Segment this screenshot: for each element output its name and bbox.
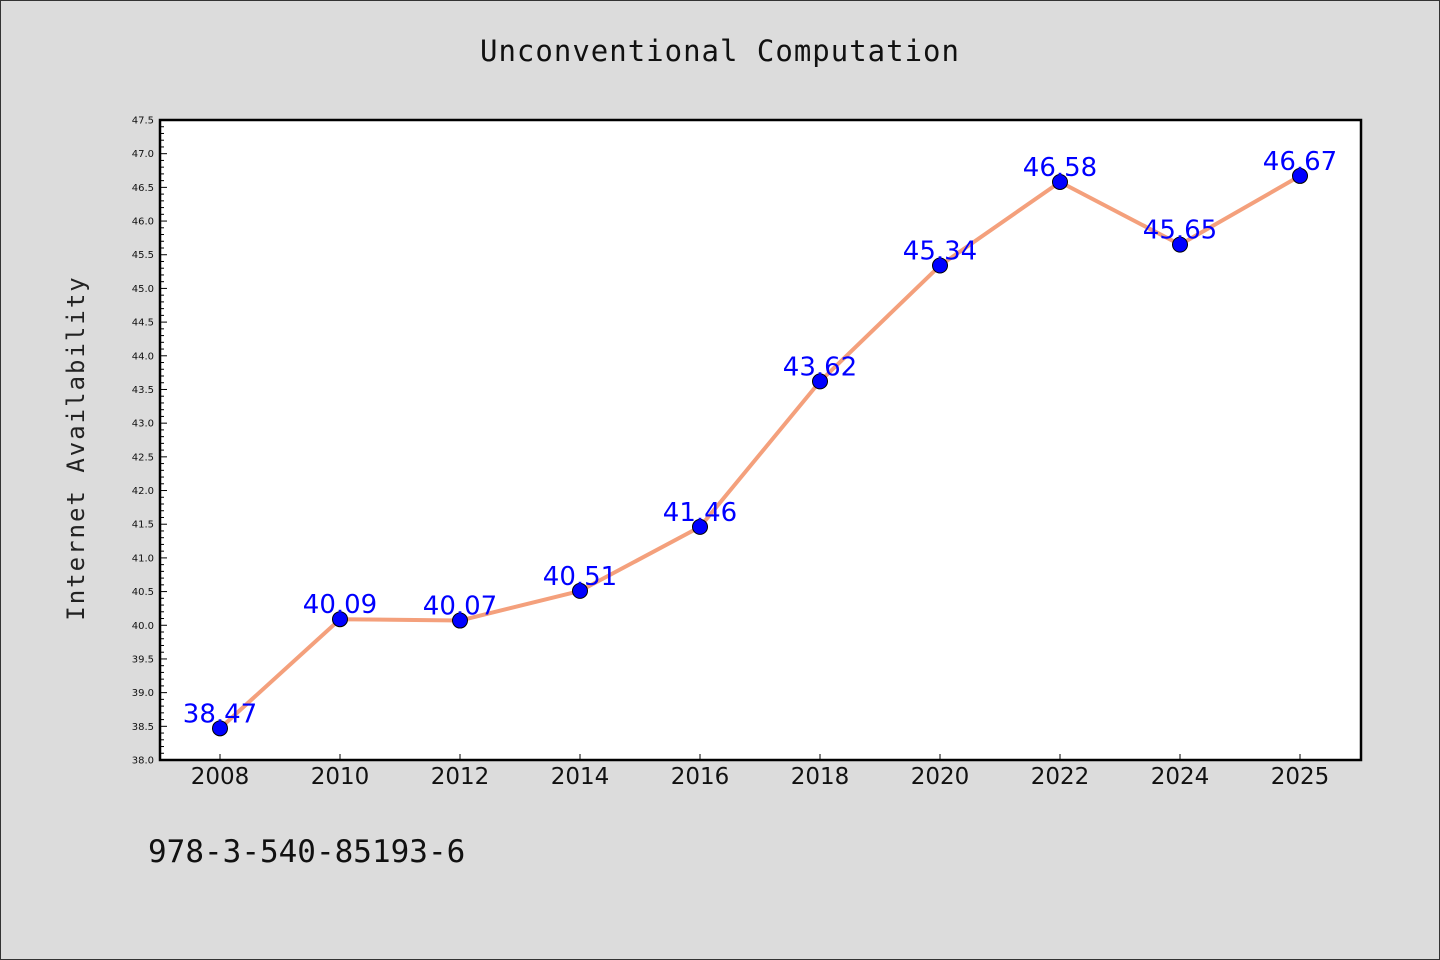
chart-title: Unconventional Computation bbox=[480, 34, 960, 68]
y-tick-label: 45.5 bbox=[132, 250, 154, 261]
x-tick-label: 2018 bbox=[791, 764, 850, 790]
x-tick-label: 2016 bbox=[671, 764, 730, 790]
plot-area bbox=[160, 120, 1361, 760]
y-tick-label: 47.5 bbox=[132, 116, 154, 127]
data-point bbox=[692, 518, 708, 535]
y-tick-label: 45.0 bbox=[132, 284, 154, 295]
data-point bbox=[1292, 167, 1308, 184]
y-tick-label: 41.0 bbox=[132, 553, 154, 564]
x-tick-label: 2020 bbox=[911, 764, 970, 790]
data-point bbox=[812, 373, 828, 390]
data-point bbox=[332, 611, 348, 628]
footer-isbn-code: 978-3-540-85193-6 bbox=[148, 834, 466, 870]
data-label: 46.58 bbox=[1023, 153, 1097, 183]
y-tick-label: 44.0 bbox=[132, 351, 154, 362]
y-tick-label: 38.0 bbox=[132, 756, 154, 767]
y-tick-label: 39.0 bbox=[132, 688, 154, 699]
x-tick-label: 2010 bbox=[311, 764, 370, 790]
data-label: 46.67 bbox=[1263, 147, 1337, 177]
y-tick-label: 43.0 bbox=[132, 419, 154, 430]
y-tick-label: 41.5 bbox=[132, 520, 154, 531]
data-point bbox=[1172, 236, 1188, 253]
y-tick-label: 46.5 bbox=[132, 183, 154, 194]
y-tick-label: 39.5 bbox=[132, 654, 154, 665]
x-tick-label: 2024 bbox=[1151, 764, 1210, 790]
plot-border bbox=[158, 118, 1363, 762]
data-label: 40.09 bbox=[303, 590, 377, 620]
data-label: 43.62 bbox=[783, 352, 857, 382]
x-tick-label: 2012 bbox=[431, 764, 490, 790]
data-point bbox=[572, 582, 588, 599]
data-label: 45.65 bbox=[1143, 216, 1217, 246]
x-tick-label: 2008 bbox=[191, 764, 250, 790]
y-tick-label: 40.5 bbox=[132, 587, 154, 598]
y-tick-label: 40.0 bbox=[132, 621, 154, 632]
y-tick-label: 47.0 bbox=[132, 149, 154, 160]
y-tick-label: 42.0 bbox=[132, 486, 154, 497]
data-label: 38.47 bbox=[183, 699, 257, 729]
data-label: 45.34 bbox=[903, 237, 977, 267]
data-point bbox=[1052, 173, 1068, 190]
data-point bbox=[932, 257, 948, 274]
y-tick-label: 43.5 bbox=[132, 385, 154, 396]
y-tick-label: 42.5 bbox=[132, 452, 154, 463]
data-point bbox=[212, 720, 228, 737]
y-tick-label: 44.5 bbox=[132, 318, 154, 329]
x-tick-label: 2014 bbox=[551, 764, 610, 790]
x-tick-label: 2025 bbox=[1271, 764, 1330, 790]
data-label: 41.46 bbox=[663, 498, 737, 528]
y-tick-label: 46.0 bbox=[132, 217, 154, 228]
data-label: 40.07 bbox=[423, 592, 497, 622]
x-tick-label: 2022 bbox=[1031, 764, 1090, 790]
data-label: 40.51 bbox=[543, 562, 617, 592]
y-tick-label: 38.5 bbox=[132, 722, 154, 733]
data-point bbox=[452, 612, 468, 629]
series-line bbox=[218, 174, 1301, 730]
